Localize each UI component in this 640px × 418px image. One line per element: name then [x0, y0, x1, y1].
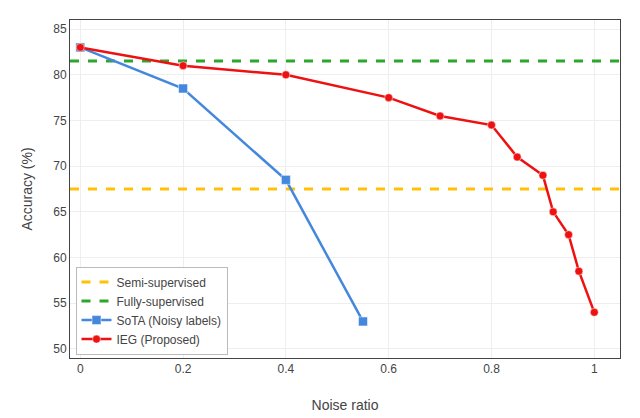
svg-text:0.2: 0.2: [175, 362, 192, 376]
svg-text:0.8: 0.8: [483, 362, 500, 376]
svg-text:85: 85: [53, 22, 67, 36]
svg-text:Accuracy (%): Accuracy (%): [19, 147, 35, 230]
svg-text:IEG (Proposed): IEG (Proposed): [117, 333, 200, 347]
svg-text:Semi-supervised: Semi-supervised: [117, 276, 206, 290]
svg-text:0: 0: [77, 362, 84, 376]
svg-text:50: 50: [53, 342, 67, 356]
svg-text:Noise ratio: Noise ratio: [312, 397, 379, 413]
svg-text:80: 80: [53, 68, 67, 82]
svg-text:60: 60: [53, 251, 67, 265]
svg-text:70: 70: [53, 159, 67, 173]
svg-text:55: 55: [53, 296, 67, 310]
svg-text:SoTA (Noisy labels): SoTA (Noisy labels): [117, 314, 221, 328]
svg-text:0.4: 0.4: [278, 362, 295, 376]
svg-text:1: 1: [591, 362, 598, 376]
svg-text:75: 75: [53, 114, 67, 128]
svg-text:Fully-supervised: Fully-supervised: [117, 295, 204, 309]
svg-text:65: 65: [53, 205, 67, 219]
svg-text:0.6: 0.6: [380, 362, 397, 376]
